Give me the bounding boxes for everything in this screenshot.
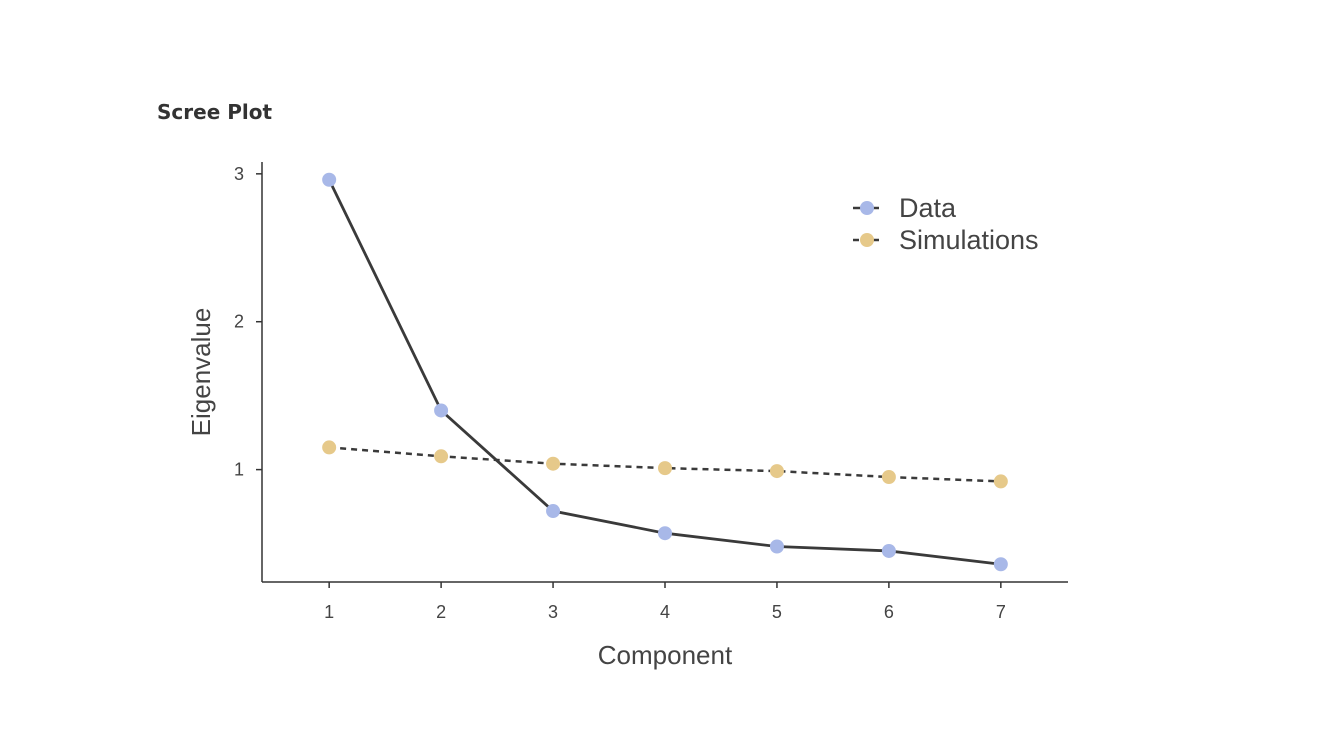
x-axis-title: Component	[598, 640, 733, 670]
x-tick-label: 6	[884, 602, 894, 622]
y-tick-label: 1	[234, 460, 244, 480]
series-0-point	[546, 504, 561, 519]
y-tick-label: 2	[234, 312, 244, 332]
x-tick-label: 5	[772, 602, 782, 622]
x-tick-label: 3	[548, 602, 558, 622]
series-0-point	[658, 526, 672, 541]
x-tick-label: 7	[996, 602, 1006, 622]
series-0-point	[993, 557, 1008, 572]
series-0-point	[322, 172, 337, 187]
x-tick-label: 4	[660, 602, 670, 622]
y-axis-title: Eigenvalue	[186, 308, 216, 437]
series-1-point	[434, 449, 449, 464]
series-layer	[322, 172, 1008, 572]
legend-label: Data	[899, 193, 957, 223]
chart-title: Scree Plot	[157, 100, 273, 124]
series-1-point	[769, 464, 784, 479]
x-tick-label: 1	[324, 602, 334, 622]
series-1-point	[322, 440, 337, 455]
series-1-point	[658, 461, 672, 476]
x-axis-ticks: 1 2 3 4 5 6 7	[324, 582, 1006, 622]
legend-key-marker	[860, 233, 874, 247]
series-0-point	[881, 543, 896, 558]
series-1-point	[546, 456, 561, 471]
series-1-point	[993, 474, 1008, 489]
y-axis-ticks: 1 2 3	[234, 164, 262, 480]
series-0-point	[769, 539, 784, 554]
legend-key-marker	[860, 201, 874, 215]
legend-label: Simulations	[899, 225, 1039, 255]
y-tick-label: 3	[234, 164, 244, 184]
series-1-point	[881, 470, 896, 484]
x-tick-label: 2	[436, 602, 446, 622]
series-0-point	[434, 403, 449, 418]
